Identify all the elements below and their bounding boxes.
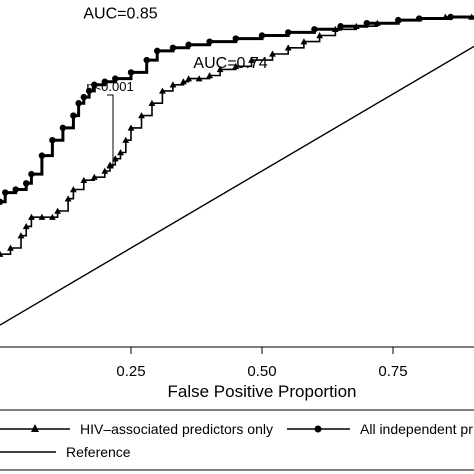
x-axis-title: False Positive Proportion bbox=[168, 382, 357, 401]
data-point bbox=[12, 186, 19, 193]
data-point bbox=[269, 50, 276, 57]
data-point bbox=[106, 161, 114, 168]
data-point bbox=[138, 112, 145, 119]
data-point bbox=[363, 19, 370, 27]
x-tick-label: 0.50 bbox=[247, 363, 276, 380]
x-tick-label: 0.25 bbox=[116, 363, 145, 380]
data-point bbox=[185, 41, 192, 48]
data-point bbox=[80, 176, 88, 183]
data-point bbox=[101, 167, 109, 174]
data-point bbox=[23, 180, 30, 187]
legend: HIV–associated predictors only All indepe… bbox=[0, 409, 474, 471]
data-point bbox=[285, 29, 292, 36]
data-point bbox=[0, 198, 4, 205]
x-tick-label: 0.75 bbox=[378, 363, 407, 380]
data-point bbox=[232, 35, 239, 42]
legend-label: All independent pr bbox=[360, 421, 473, 437]
data-point bbox=[17, 232, 25, 239]
data-point bbox=[2, 189, 9, 196]
data-point bbox=[169, 44, 177, 51]
data-point bbox=[206, 72, 213, 79]
series-line bbox=[0, 15, 474, 204]
p-value-label: p<0.001 bbox=[86, 79, 133, 94]
legend-box bbox=[0, 409, 474, 471]
auc-label-all: AUC=0.85 bbox=[83, 6, 157, 23]
hiv-associated-series bbox=[0, 13, 474, 257]
data-point bbox=[38, 213, 46, 220]
data-point bbox=[232, 62, 240, 69]
data-point bbox=[148, 99, 156, 106]
data-point bbox=[337, 23, 344, 30]
data-point bbox=[284, 44, 292, 51]
data-point bbox=[122, 136, 130, 143]
data-point bbox=[248, 56, 255, 63]
data-point bbox=[22, 223, 30, 230]
data-point bbox=[59, 124, 67, 132]
data-point bbox=[416, 15, 423, 22]
data-point bbox=[206, 38, 213, 45]
data-point bbox=[28, 213, 35, 220]
data-point bbox=[80, 93, 88, 101]
data-point bbox=[112, 75, 119, 82]
circle-marker-icon bbox=[314, 425, 322, 433]
legend-item-reference: Reference bbox=[0, 444, 131, 460]
data-point bbox=[316, 32, 324, 39]
data-point bbox=[90, 173, 98, 180]
data-point bbox=[300, 38, 308, 45]
data-point bbox=[54, 207, 62, 214]
x-axis-ticks: 0.25 0.50 0.75 bbox=[116, 347, 408, 380]
annotations: AUC=0.85 AUC=0.74 p<0.001 bbox=[83, 6, 268, 169]
plot-area bbox=[0, 13, 474, 326]
data-point bbox=[70, 112, 77, 119]
data-point bbox=[395, 16, 402, 24]
legend-label: HIV–associated predictors only bbox=[80, 421, 273, 437]
data-point bbox=[38, 152, 46, 159]
triangle-marker-icon bbox=[31, 424, 39, 432]
data-point bbox=[75, 100, 82, 107]
legend-label: Reference bbox=[66, 444, 131, 460]
data-point bbox=[127, 124, 135, 131]
data-point bbox=[91, 81, 98, 88]
data-point bbox=[85, 87, 93, 95]
data-point bbox=[49, 213, 56, 220]
data-point bbox=[101, 78, 109, 85]
data-point bbox=[185, 75, 193, 82]
legend-item-hiv: HIV–associated predictors only bbox=[0, 421, 273, 437]
data-point bbox=[154, 47, 161, 55]
data-point bbox=[0, 250, 4, 257]
data-point bbox=[111, 155, 119, 162]
data-point bbox=[64, 195, 72, 202]
data-point bbox=[258, 32, 266, 39]
data-point bbox=[143, 56, 150, 64]
data-point bbox=[195, 75, 203, 82]
data-point bbox=[216, 65, 224, 73]
all-independent-series bbox=[0, 13, 474, 205]
data-point bbox=[7, 244, 14, 251]
series-line bbox=[0, 16, 474, 255]
data-point bbox=[49, 137, 56, 144]
legend-item-all: All independent pr bbox=[287, 421, 473, 437]
data-point bbox=[311, 26, 318, 33]
significance-bracket bbox=[107, 94, 114, 169]
data-point bbox=[28, 170, 35, 178]
data-point bbox=[117, 149, 124, 156]
reference-line bbox=[0, 45, 474, 326]
data-point bbox=[447, 13, 454, 21]
data-point bbox=[159, 87, 166, 94]
auc-label-hiv: AUC=0.74 bbox=[193, 55, 267, 72]
data-point bbox=[69, 186, 77, 193]
series-line bbox=[0, 45, 474, 326]
data-point bbox=[169, 81, 177, 88]
data-point bbox=[180, 78, 187, 85]
data-point bbox=[127, 69, 135, 76]
